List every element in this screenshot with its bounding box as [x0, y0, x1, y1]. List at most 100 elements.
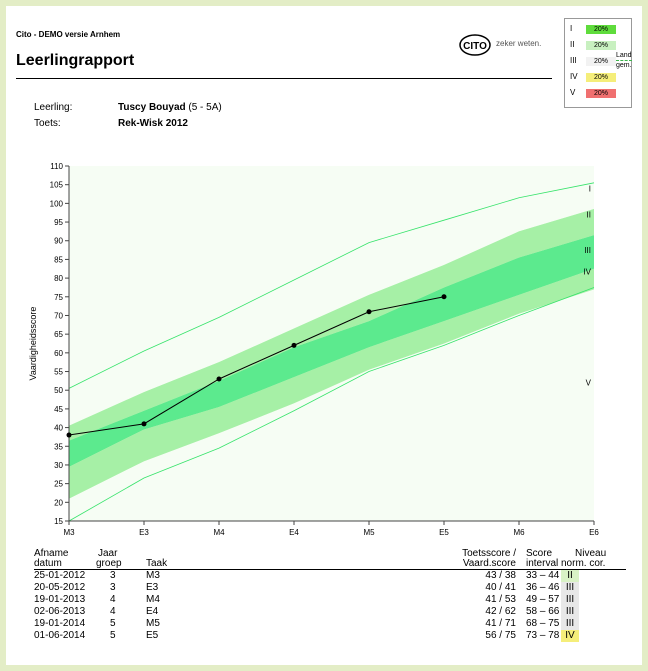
row-score: 40 / 41: [485, 582, 516, 593]
y-tick-label: 55: [54, 368, 63, 377]
row-group: 4: [110, 606, 116, 617]
legend-line-label-2: gem.: [616, 60, 632, 69]
legend-level-5: V: [570, 88, 576, 97]
row-level-badge: IV: [561, 630, 579, 642]
student-score-point: [366, 309, 372, 315]
header-interval: Score interval: [526, 548, 559, 569]
results-header-row: Afname datum Jaar groep Taak Toetsscore / V…: [34, 547, 626, 570]
row-group: 4: [110, 594, 116, 605]
growth-chart: 15 20 25 30 35 40 45 50 55 60 65 70 75 80 85 90 95 100 105…: [28, 162, 599, 537]
legend-line-label-1: Land: [616, 52, 632, 59]
legend-chip-2: 20%: [586, 41, 616, 50]
level-legend: I 20% II 20% III 20% IV 20% V 20% Land gem.: [564, 18, 632, 108]
header-score: Toetsscore / Vaard.score: [462, 548, 516, 569]
row-task: E3: [146, 582, 159, 593]
x-tick-label: M5: [363, 528, 375, 537]
x-tick-label: E6: [589, 528, 599, 537]
row-level-badge: II: [561, 570, 579, 582]
cito-logo: CITO: [459, 34, 491, 56]
row-task: E4: [146, 606, 159, 617]
student-name: Tuscy Bouyad: [118, 102, 186, 113]
row-level-cell: III: [561, 582, 626, 594]
row-task: E5: [146, 630, 159, 641]
student-label: Leerling:: [34, 102, 73, 113]
y-tick-label: 60: [54, 349, 63, 358]
row-interval: 49 – 57: [526, 594, 560, 605]
y-tick-label: 105: [50, 181, 64, 190]
header-level: Niveau norm. cor.: [561, 548, 607, 569]
row-level-badge: III: [561, 606, 579, 618]
student-score-point: [66, 432, 72, 438]
legend-level-1: I: [570, 24, 573, 33]
table-row: 19-01-2014 5 M5 41 / 71 68 – 75 III: [34, 618, 626, 630]
y-tick-label: 95: [54, 218, 63, 227]
legend-chip-3: 20%: [586, 57, 616, 66]
band-label-3: III: [584, 246, 591, 255]
y-tick-label: 25: [54, 480, 63, 489]
row-interval: 58 – 66: [526, 606, 560, 617]
boundary-bottom: [68, 287, 595, 522]
row-task: M4: [146, 594, 160, 605]
row-level-cell: II: [561, 570, 626, 582]
y-tick-label: 100: [50, 199, 64, 208]
row-interval: 73 – 78: [526, 630, 560, 641]
x-tick-label: M6: [513, 528, 525, 537]
y-tick-label: 30: [54, 461, 63, 470]
row-task: M5: [146, 618, 160, 629]
row-level-cell: III: [561, 618, 626, 630]
row-date: 01-06-2014: [34, 630, 86, 641]
x-tick-label: M3: [63, 528, 75, 537]
y-tick-label: 80: [54, 274, 63, 283]
student-score-point: [216, 376, 222, 382]
row-date: 02-06-2013: [34, 606, 86, 617]
legend-level-2: II: [570, 40, 575, 49]
legend-chip-4: 20%: [586, 73, 616, 82]
row-date: 19-01-2013: [34, 594, 86, 605]
test-name: Rek-Wisk 2012: [118, 118, 188, 129]
legend-level-3: III: [570, 56, 577, 65]
header-year: Jaar groep: [96, 548, 122, 569]
row-date: 20-05-2012: [34, 582, 86, 593]
y-tick-label: 90: [54, 237, 63, 246]
student-score-line: [68, 296, 445, 436]
boundary-top: [68, 182, 595, 389]
table-row: 19-01-2013 4 M4 41 / 53 49 – 57 III: [34, 594, 626, 606]
organization-name: Cito - DEMO versie Arnhem: [16, 30, 121, 39]
y-tick-label: 65: [54, 330, 63, 339]
row-group: 3: [110, 570, 116, 581]
x-tick-label: M4: [213, 528, 225, 537]
row-level-cell: IV: [561, 630, 626, 642]
y-tick-label: 75: [54, 293, 63, 302]
row-date: 25-01-2012: [34, 570, 86, 581]
row-score: 56 / 75: [485, 630, 516, 641]
table-row: 25-01-2012 3 M3 43 / 38 33 – 44 II: [34, 570, 626, 582]
y-tick-label: 40: [54, 424, 63, 433]
y-tick-label: 15: [54, 517, 63, 526]
test-label: Toets:: [34, 118, 61, 129]
row-interval: 36 – 46: [526, 582, 560, 593]
student-score-point: [291, 342, 297, 348]
report-page: Cito - DEMO versie Arnhem Leerlingrappor…: [6, 6, 642, 665]
header-date: Afname datum: [34, 548, 69, 569]
y-tick-label: 50: [54, 386, 63, 395]
band-III: [69, 235, 594, 467]
row-group: 5: [110, 618, 116, 629]
y-axis-label: Vaardigheidsscore: [28, 307, 38, 381]
table-row: 20-05-2012 3 E3 40 / 41 36 – 46 III: [34, 582, 626, 594]
row-interval: 68 – 75: [526, 618, 560, 629]
row-level-cell: III: [561, 594, 626, 606]
table-row: 02-06-2013 4 E4 42 / 62 58 – 66 III: [34, 606, 626, 618]
results-table: Afname datum Jaar groep Taak Toetsscore / V…: [34, 547, 626, 642]
row-score: 42 / 62: [485, 606, 516, 617]
y-tick-label: 35: [54, 442, 63, 451]
title-divider: [16, 78, 552, 79]
table-row: 01-06-2014 5 E5 56 / 75 73 – 78 IV: [34, 630, 626, 642]
page-title: Leerlingrapport: [16, 52, 135, 69]
x-tick-label: E3: [139, 528, 149, 537]
student-score-point: [141, 421, 147, 427]
row-level-badge: III: [561, 594, 579, 606]
x-tick-label: E4: [289, 528, 299, 537]
band-label-1: I: [589, 184, 591, 193]
x-tick-label: E5: [439, 528, 449, 537]
student-info: Tuscy Bouyad (5 - 5A): [118, 102, 222, 113]
